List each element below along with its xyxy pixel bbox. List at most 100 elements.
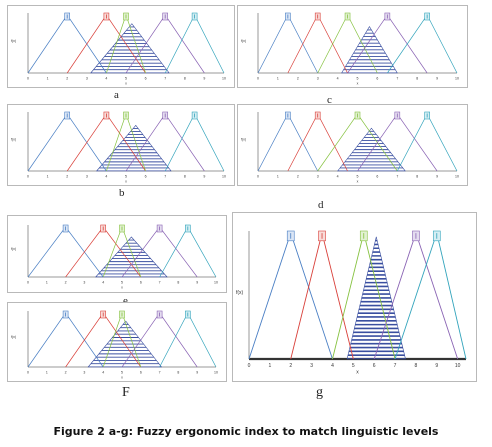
x-tick-label: 7 (396, 175, 398, 179)
x-tick-labels: 0 1 2 3 4 5 6 7 8 9 10 (248, 363, 461, 369)
x-tick-label: 1 (268, 363, 271, 369)
panel-label-g: g (316, 385, 323, 400)
x-tick-label: 0 (27, 175, 29, 179)
x-tick-label: 7 (159, 371, 161, 375)
chart-panel-a: f(x) 0 1 2 3 4 5 6 7 8 9 10 x (7, 5, 235, 88)
chart-panel-F: f(x) 0 1 2 3 4 5 6 7 8 9 10 x (7, 302, 227, 382)
x-axis-label: x (125, 82, 127, 86)
chart-svg-a: f(x) 0 1 2 3 4 5 6 7 8 9 10 x (11, 12, 226, 86)
chart-panel-e: f(x) 0 1 2 3 4 5 6 7 8 9 10 x (7, 215, 227, 293)
x-axis-label: x (121, 286, 123, 290)
x-tick-label: 8 (416, 175, 418, 179)
x-tick-label: 0 (257, 175, 259, 179)
x-tick-label: 10 (455, 175, 459, 179)
membership-triangle (125, 14, 205, 74)
shaded-region-outline (95, 124, 172, 172)
x-tick-label: 10 (222, 175, 226, 179)
membership-triangle (159, 312, 217, 368)
x-tick-label: 8 (415, 363, 418, 369)
x-tick-label: 3 (83, 281, 85, 285)
x-tick-label: 8 (177, 371, 179, 375)
x-tick-labels: 0 1 2 3 4 5 6 7 8 9 10 (27, 77, 226, 81)
x-tick-labels: 0 1 2 3 4 5 6 7 8 9 10 (27, 281, 218, 285)
shaded-region (341, 26, 398, 74)
membership-triangle (66, 113, 146, 172)
x-tick-label: 3 (310, 363, 313, 369)
x-tick-label: 10 (455, 363, 461, 369)
x-tick-label: 0 (27, 281, 29, 285)
x-tick-label: 5 (357, 77, 359, 81)
shaded-region-outline (336, 127, 406, 172)
chart-svg-F: f(x) 0 1 2 3 4 5 6 7 8 9 10 x (11, 310, 218, 380)
membership-triangle (27, 14, 107, 74)
x-tick-label: 9 (203, 77, 205, 81)
shaded-region-outline (87, 320, 163, 368)
x-tick-label: 9 (435, 363, 438, 369)
x-tick-label: 5 (121, 281, 123, 285)
membership-triangle (164, 113, 225, 172)
membership-triangle (27, 113, 107, 172)
membership-triangle (317, 113, 398, 172)
membership-triangle (257, 14, 319, 74)
membership-triangle (287, 113, 348, 172)
y-axis-label: f(x) (11, 39, 16, 43)
x-tick-labels: 0 1 2 3 4 5 6 7 8 9 10 (27, 175, 226, 179)
panel-label-d: d (318, 199, 324, 211)
x-tick-label: 0 (257, 77, 259, 81)
x-tick-label: 10 (214, 371, 218, 375)
membership-triangle (164, 14, 225, 74)
x-tick-label: 4 (331, 363, 334, 369)
x-tick-label: 4 (102, 371, 104, 375)
membership-triangle (27, 226, 104, 278)
x-tick-label: 9 (196, 371, 198, 375)
x-tick-label: 4 (105, 77, 107, 81)
y-axis-label: f(x) (11, 138, 16, 142)
membership-triangle (65, 312, 142, 368)
membership-triangle (66, 14, 146, 74)
x-tick-label: 6 (376, 77, 378, 81)
x-tick-label: 3 (86, 175, 88, 179)
x-tick-label: 1 (277, 77, 279, 81)
x-tick-label: 2 (66, 175, 68, 179)
x-tick-label: 8 (177, 281, 179, 285)
x-tick-label: 7 (159, 281, 161, 285)
x-tick-label: 5 (125, 175, 127, 179)
x-tick-label: 0 (248, 363, 251, 369)
x-tick-label: 5 (357, 175, 359, 179)
chart-panel-c: f(x) 0 1 2 3 4 5 6 7 8 9 10 x (237, 5, 468, 88)
membership-triangle (27, 312, 104, 368)
shaded-region-outline (346, 236, 406, 360)
x-tick-label: 2 (297, 175, 299, 179)
membership-triangle (121, 312, 198, 368)
membership-triangle (357, 113, 438, 172)
x-tick-label: 4 (337, 77, 339, 81)
x-tick-labels: 0 1 2 3 4 5 6 7 8 9 10 (27, 371, 218, 375)
x-axis-label: x (357, 82, 359, 86)
x-tick-label: 5 (121, 371, 123, 375)
x-tick-label: 9 (196, 281, 198, 285)
x-axis-label: x (356, 370, 359, 376)
x-tick-label: 10 (214, 281, 218, 285)
membership-triangle (159, 226, 217, 278)
x-tick-label: 8 (184, 77, 186, 81)
x-tick-label: 6 (140, 281, 142, 285)
y-axis-label: f(x) (241, 138, 246, 142)
x-tick-label: 4 (102, 281, 104, 285)
x-tick-label: 3 (86, 77, 88, 81)
x-tick-label: 4 (105, 175, 107, 179)
chart-panel-d: f(x) 0 1 2 3 4 5 6 7 8 9 10 x (237, 104, 468, 186)
x-tick-label: 6 (140, 371, 142, 375)
membership-triangle (290, 232, 354, 360)
y-axis-label: f(x) (11, 335, 16, 339)
x-tick-label: 5 (352, 363, 355, 369)
panel-label-e: e (123, 295, 128, 307)
x-tick-label: 1 (47, 77, 49, 81)
membership-triangle (248, 231, 333, 360)
x-tick-label: 1 (277, 175, 279, 179)
chart-svg-d: f(x) 0 1 2 3 4 5 6 7 8 9 10 x (241, 111, 459, 184)
shaded-region-outline (341, 26, 398, 74)
shaded-region (347, 236, 406, 360)
chart-svg-g: f(x) 0 1 2 3 4 5 6 7 8 9 10 x (236, 230, 467, 376)
panel-label-a: a (114, 89, 119, 101)
figure-caption: Figure 2 a-g: Fuzzy ergonomic index to m… (53, 425, 439, 438)
